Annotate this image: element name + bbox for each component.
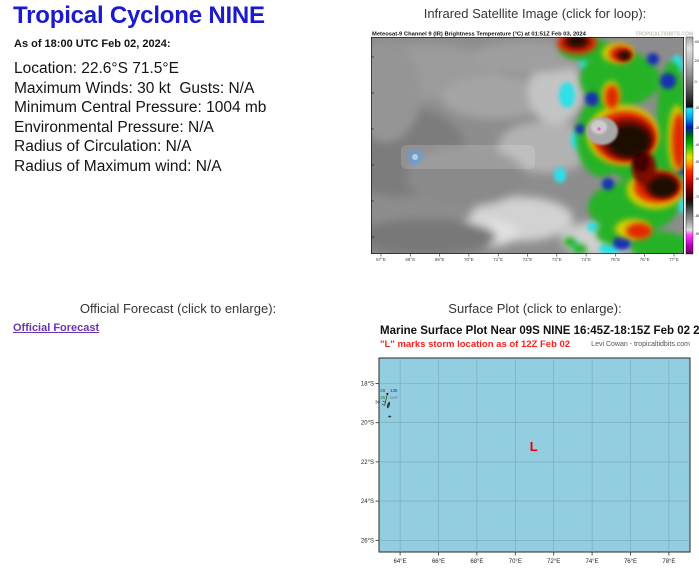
storm-radius-circulation: Radius of Circulation: N/A xyxy=(14,138,192,155)
storm-asof: As of 18:00 UTC Feb 02, 2024: xyxy=(14,38,171,50)
tropicaltidbits-watermark: TROPICALTIDBITS.COM xyxy=(635,32,693,38)
sfc-x-tick: 64°E xyxy=(394,559,407,565)
sat-x-tick: 75°E xyxy=(610,257,620,262)
sfc-x-tick: 68°E xyxy=(470,559,483,565)
storm-min-pressure: Minimum Central Pressure: 1004 mb xyxy=(14,99,267,116)
storm-env-pressure: Environmental Pressure: N/A xyxy=(14,118,214,136)
satellite-colorbar xyxy=(685,36,694,255)
ship-station-plot: 28 135 25 SHIP 30 xyxy=(375,388,399,406)
sat-x-tick: 72°E xyxy=(523,257,533,262)
cbar-tick: 20 xyxy=(695,58,699,63)
surface-plot-area: 18°S 20°S 22°S 24°S 26°S 64°E 66°E 68°E … xyxy=(361,357,691,565)
station-dewpoint: 25 xyxy=(380,395,386,400)
surface-plot-credit: Levi Cowan - tropicaltidbits.com xyxy=(591,341,690,348)
sfc-y-tick: 18°S xyxy=(361,382,374,388)
cbar-tick: 40 xyxy=(695,39,699,44)
satellite-image-title: Meteosat-9 Channel 9 (IR) Brightness Tem… xyxy=(372,32,587,38)
sfc-x-tick: 70°E xyxy=(509,559,522,565)
storm-max-winds: Maximum Winds: 30 kt Gusts: N/A xyxy=(14,79,255,97)
sfc-x-tick: 72°E xyxy=(547,559,560,565)
sfc-x-tick: 78°E xyxy=(662,559,675,565)
satellite-caption: Infrared Satellite Image (click for loop… xyxy=(423,6,647,21)
official-forecast-link[interactable]: Official Forecast xyxy=(13,322,100,334)
storm-info-block: Location: 22.6°S 71.5°E Maximum Winds: 3… xyxy=(14,59,266,176)
cbar-tick: -80 xyxy=(695,213,699,218)
wind-barb-icon xyxy=(381,394,388,406)
surface-plot-caption: Surface Plot (click to enlarge): xyxy=(448,301,622,316)
sat-x-tick: 69°E xyxy=(435,257,445,262)
sfc-x-tick: 74°E xyxy=(586,559,599,565)
surface-plot-grid xyxy=(379,358,690,552)
satellite-x-axis: 67°E 68°E 69°E 70°E 71°E 72°E 73°E 74°E … xyxy=(376,257,679,262)
capture-watermark xyxy=(401,145,535,169)
cbar-tick: -90 xyxy=(695,231,699,236)
satellite-cloud-art xyxy=(371,37,684,254)
satellite-lon-ticks xyxy=(380,254,675,257)
forecast-caption: Official Forecast (click to enlarge): xyxy=(79,301,277,316)
surface-plot-subtitle: "L" marks storm location as of 12Z Feb 0… xyxy=(380,339,571,350)
surface-plot-x-axis: 64°E 66°E 68°E 70°E 72°E 74°E 76°E 78°E xyxy=(394,559,676,565)
cbar-tick: -40 xyxy=(695,142,699,147)
station-id: SHIP xyxy=(390,396,399,400)
surface-plot-y-axis: 18°S 20°S 22°S 24°S 26°S xyxy=(361,382,374,545)
surface-plot-image[interactable]: Marine Surface Plot Near 09S NINE 16:45Z… xyxy=(361,322,699,569)
sfc-x-tick: 66°E xyxy=(432,559,445,565)
station-pressure: 135 xyxy=(390,388,398,393)
station-extra: 30 xyxy=(375,400,381,405)
cbar-tick: -60 xyxy=(695,176,699,181)
sat-x-tick: 70°E xyxy=(464,257,474,262)
cbar-tick: -70 xyxy=(695,194,699,199)
page-title: Tropical Cyclone NINE xyxy=(13,2,265,29)
sat-x-tick: 73°E xyxy=(552,257,562,262)
sfc-y-tick: 22°S xyxy=(361,460,374,466)
station-temp: 28 xyxy=(380,388,386,393)
storm-radius-max-wind: Radius of Maximum wind: N/A xyxy=(14,157,222,175)
cbar-tick: -30 xyxy=(695,125,699,130)
satellite-map: Meteosat-9 Channel 9 (IR) Brightness Tem… xyxy=(371,32,699,262)
sfc-y-tick: 26°S xyxy=(361,538,374,544)
cbar-tick: -50 xyxy=(695,159,699,164)
sat-x-tick: 68°E xyxy=(405,257,415,262)
sat-x-tick: 76°E xyxy=(640,257,650,262)
satellite-image[interactable]: Meteosat-9 Channel 9 (IR) Brightness Tem… xyxy=(371,30,699,262)
cbar-tick: 0 xyxy=(695,79,698,84)
pink-center-mark xyxy=(597,127,601,131)
surface-plot-ticks xyxy=(375,383,670,556)
storm-marker: L xyxy=(530,439,538,454)
storm-location: Location: 22.6°S 71.5°E xyxy=(14,60,179,77)
sfc-y-tick: 24°S xyxy=(361,499,374,505)
island-shape xyxy=(386,401,392,418)
sat-x-tick: 67°E xyxy=(376,257,386,262)
satellite-colorbar-labels: 40 20 0 -20 -30 -40 -50 -60 -70 -80 -90 xyxy=(695,39,699,236)
surface-plot-title: Marine Surface Plot Near 09S NINE 16:45Z… xyxy=(380,325,699,337)
sat-x-tick: 74°E xyxy=(581,257,591,262)
sat-x-tick: 71°E xyxy=(493,257,503,262)
sat-x-tick: 77°E xyxy=(669,257,679,262)
sfc-y-tick: 20°S xyxy=(361,421,374,427)
sfc-x-tick: 76°E xyxy=(624,559,637,565)
cbar-tick: -20 xyxy=(695,105,699,110)
